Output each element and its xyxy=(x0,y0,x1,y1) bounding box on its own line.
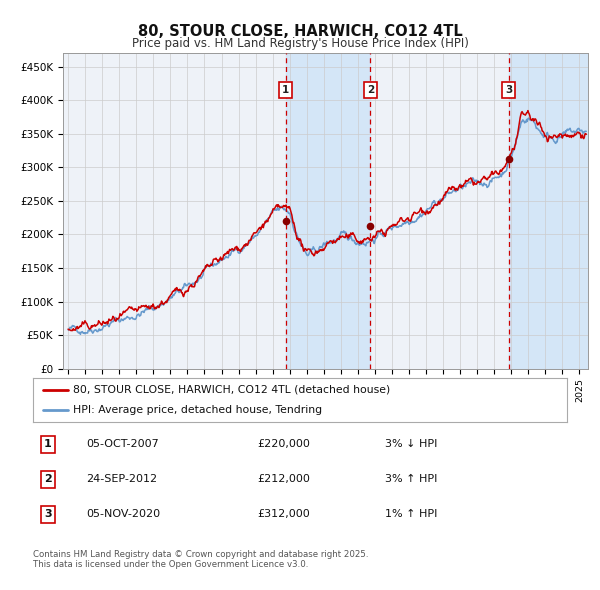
Text: 3% ↓ HPI: 3% ↓ HPI xyxy=(385,440,438,450)
Text: Contains HM Land Registry data © Crown copyright and database right 2025.
This d: Contains HM Land Registry data © Crown c… xyxy=(33,550,368,569)
Text: 1: 1 xyxy=(44,440,52,450)
Text: 24-SEP-2012: 24-SEP-2012 xyxy=(86,474,158,484)
Text: 1: 1 xyxy=(282,85,289,95)
Text: 05-OCT-2007: 05-OCT-2007 xyxy=(86,440,159,450)
Text: £212,000: £212,000 xyxy=(257,474,310,484)
Text: 3: 3 xyxy=(505,85,512,95)
Text: £312,000: £312,000 xyxy=(257,509,310,519)
Text: 3: 3 xyxy=(44,509,52,519)
Text: HPI: Average price, detached house, Tendring: HPI: Average price, detached house, Tend… xyxy=(73,405,322,415)
Text: 1% ↑ HPI: 1% ↑ HPI xyxy=(385,509,438,519)
Text: Price paid vs. HM Land Registry's House Price Index (HPI): Price paid vs. HM Land Registry's House … xyxy=(131,37,469,50)
Bar xyxy=(286,53,370,369)
Text: 80, STOUR CLOSE, HARWICH, CO12 4TL: 80, STOUR CLOSE, HARWICH, CO12 4TL xyxy=(137,24,463,38)
Text: 2: 2 xyxy=(44,474,52,484)
Bar xyxy=(509,53,588,369)
Text: 2: 2 xyxy=(367,85,374,95)
Text: 3% ↑ HPI: 3% ↑ HPI xyxy=(385,474,438,484)
Text: 80, STOUR CLOSE, HARWICH, CO12 4TL (detached house): 80, STOUR CLOSE, HARWICH, CO12 4TL (deta… xyxy=(73,385,391,395)
Text: £220,000: £220,000 xyxy=(257,440,310,450)
Text: 05-NOV-2020: 05-NOV-2020 xyxy=(86,509,161,519)
